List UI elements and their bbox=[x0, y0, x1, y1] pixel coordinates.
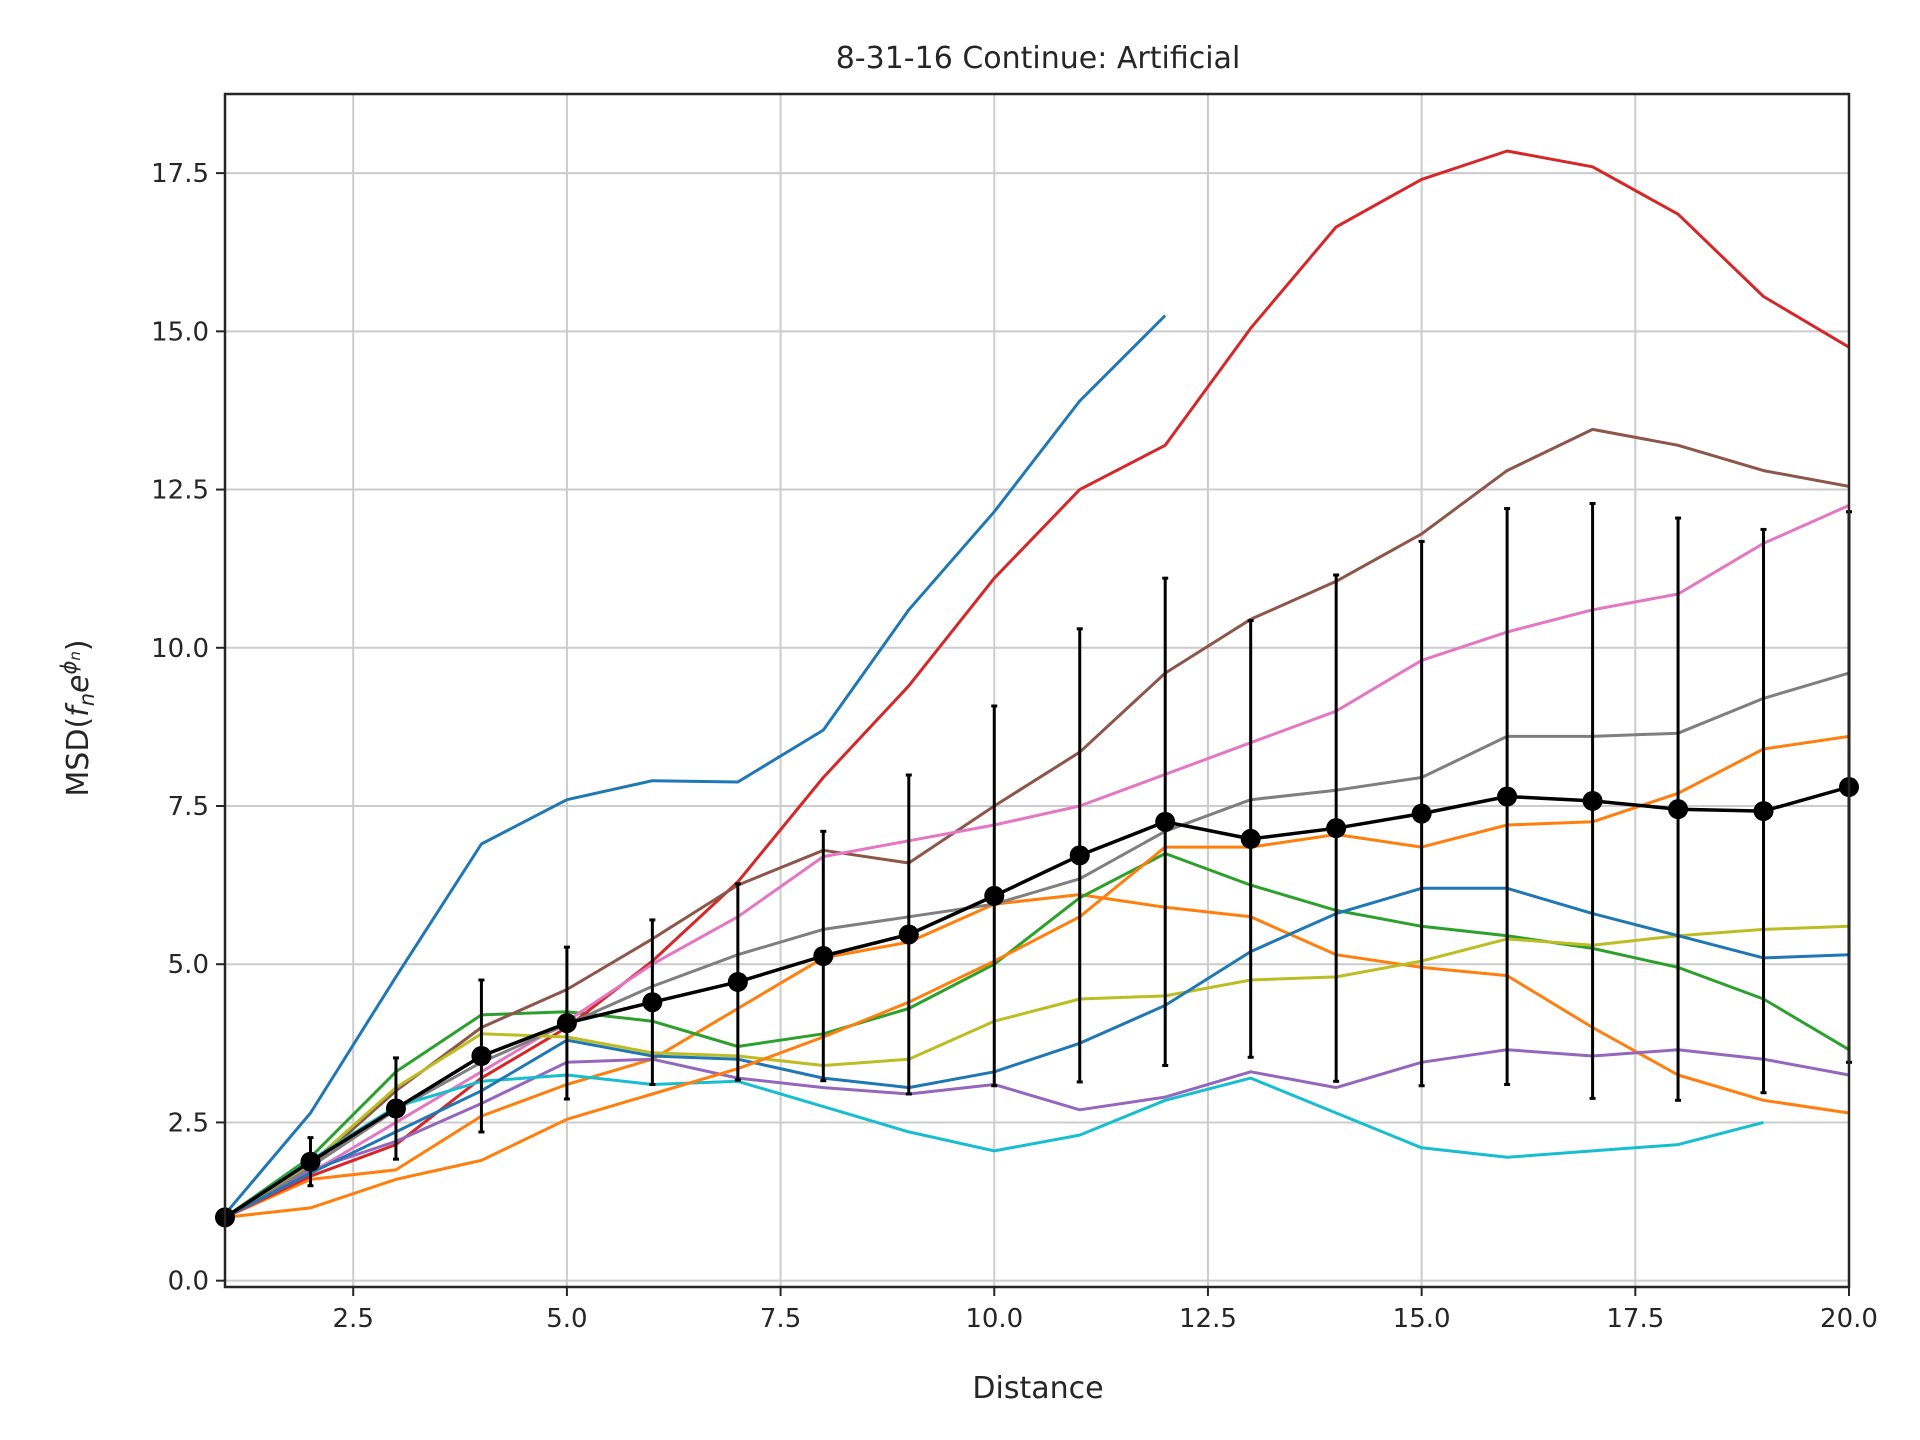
x-tick-label: 20.0 bbox=[1820, 1304, 1878, 1334]
mean-point bbox=[385, 1098, 406, 1119]
y-axis-label-e: e bbox=[61, 675, 96, 693]
y-axis-ticks: 0.0 2.5 5.0 7.5 10.0 12.5 15.0 17.5 bbox=[151, 159, 225, 1297]
series-lines bbox=[223, 149, 1850, 1219]
series-line-6 bbox=[224, 427, 1850, 1219]
series-line-9 bbox=[224, 924, 1850, 1219]
series-line-12 bbox=[224, 734, 1850, 1219]
mean-point bbox=[813, 945, 834, 966]
mean-series bbox=[215, 501, 1859, 1228]
x-axis-ticks: 2.5 5.0 7.5 10.0 12.5 15.0 17.5 20.0 bbox=[333, 1287, 1878, 1334]
mean-point bbox=[1069, 845, 1090, 866]
mean-point bbox=[898, 924, 919, 945]
series-line-4 bbox=[224, 149, 1850, 1219]
series-line-11 bbox=[224, 886, 1850, 1219]
plot-frame bbox=[223, 92, 1851, 1289]
series-line-7 bbox=[224, 504, 1850, 1219]
y-tick-label: 12.5 bbox=[151, 476, 209, 506]
y-tick-label: 15.0 bbox=[151, 317, 209, 347]
mean-point bbox=[1582, 790, 1603, 811]
y-tick-label: 5.0 bbox=[168, 950, 209, 980]
y-axis-label-suffix: ) bbox=[61, 639, 96, 651]
series-line-2 bbox=[224, 893, 1850, 1219]
y-tick-label: 2.5 bbox=[168, 1108, 209, 1138]
mean-point bbox=[471, 1045, 492, 1066]
mean-point bbox=[1497, 786, 1518, 807]
x-tick-label: 10.0 bbox=[965, 1304, 1023, 1334]
y-axis-label-n: n bbox=[75, 693, 99, 706]
mean-point bbox=[727, 971, 748, 992]
y-axis-label-sup-sub: n bbox=[66, 651, 84, 661]
series-line-3 bbox=[224, 852, 1850, 1219]
mean-point bbox=[984, 885, 1005, 906]
y-tick-label: 7.5 bbox=[168, 792, 209, 822]
y-tick-label: 0.0 bbox=[168, 1267, 209, 1297]
chart-title: 8-31-16 Continue: Artificial bbox=[836, 41, 1241, 76]
mean-point bbox=[1411, 803, 1432, 824]
y-axis-label-prefix: MSD( bbox=[61, 717, 96, 797]
x-tick-label: 12.5 bbox=[1179, 1304, 1237, 1334]
x-tick-label: 15.0 bbox=[1393, 1304, 1451, 1334]
y-axis-label-sup: ϕ bbox=[57, 661, 81, 675]
x-tick-label: 17.5 bbox=[1606, 1304, 1664, 1334]
y-tick-label: 10.0 bbox=[151, 634, 209, 664]
x-tick-label: 7.5 bbox=[760, 1304, 801, 1334]
mean-point bbox=[1240, 828, 1261, 849]
mean-point bbox=[1668, 799, 1689, 820]
mean-point bbox=[1753, 801, 1774, 822]
x-tick-label: 5.0 bbox=[546, 1304, 587, 1334]
mean-point bbox=[556, 1013, 577, 1034]
x-axis-label: Distance bbox=[972, 1371, 1103, 1406]
mean-point bbox=[1155, 811, 1176, 832]
series-line-8 bbox=[224, 671, 1850, 1219]
mean-point bbox=[1326, 818, 1347, 839]
series-line-1 bbox=[223, 314, 1167, 1216]
x-tick-label: 2.5 bbox=[333, 1304, 374, 1334]
series-line-5 bbox=[224, 1048, 1850, 1219]
mean-line bbox=[224, 785, 1850, 1219]
mean-point bbox=[642, 992, 663, 1013]
y-axis-label: MSD(fneϕn) bbox=[57, 639, 99, 796]
y-tick-label: 17.5 bbox=[151, 159, 209, 189]
mean-point bbox=[300, 1151, 321, 1172]
